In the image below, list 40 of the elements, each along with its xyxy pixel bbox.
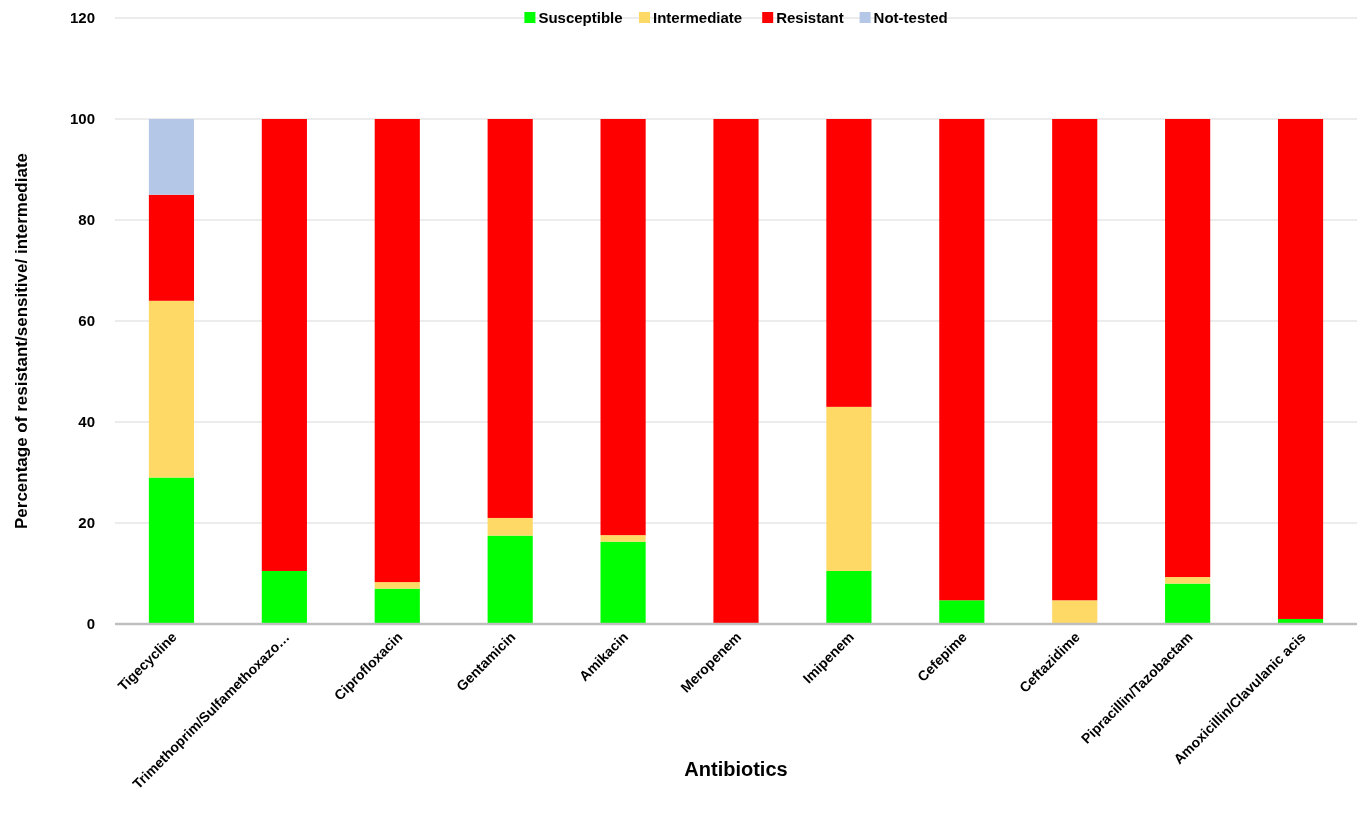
bar [148,300,195,478]
bar [261,570,307,624]
y-tick-label: 40 [78,413,95,431]
bar [487,535,533,624]
y-tick-label: 120 [69,9,95,27]
legend-label: Intermediate [653,9,743,27]
bar [261,119,307,571]
bar [826,406,872,571]
y-tick-label: 80 [78,211,95,229]
legend-label: Not-tested [873,9,948,27]
bar [713,119,759,624]
bar [487,119,533,518]
bar [148,194,195,301]
legend-label: Susceptible [538,9,623,27]
bar [1165,119,1211,578]
y-tick-label: 20 [78,514,95,532]
bar [939,119,985,601]
bar [374,119,420,583]
bar [148,477,195,624]
y-tick-label: 100 [69,110,95,128]
bar [487,517,533,536]
bar [1165,583,1211,624]
y-tick-label: 60 [78,312,95,330]
bar [600,119,646,536]
bar [826,570,872,624]
bar [1052,119,1098,601]
y-axis-title: Percentage of resistant/sensitive/ intermediate [12,152,31,530]
bar [600,541,646,624]
legend-label: Resistant [776,9,844,27]
bar [374,582,420,589]
bar [1277,119,1324,619]
bar [374,588,420,624]
x-axis-title: Antibiotics [684,758,788,780]
bar [826,119,872,407]
bar [1052,600,1098,624]
bar [939,600,985,624]
bar [148,119,195,195]
bar [600,535,646,542]
bar [1165,577,1211,584]
y-tick-label: 0 [86,615,95,633]
